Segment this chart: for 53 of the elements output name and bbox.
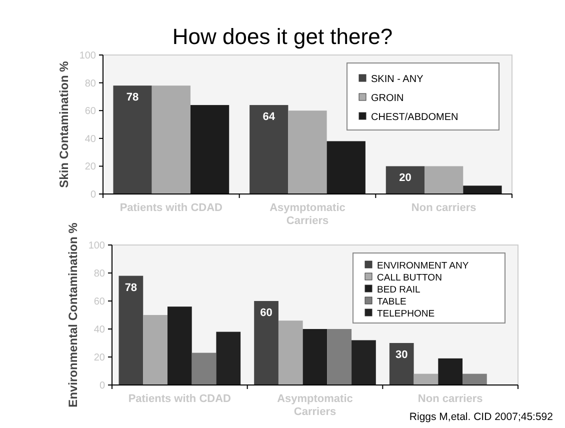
y-tick-label: 100 [88,240,106,252]
bar [113,86,152,194]
y-tick-label: 100 [79,50,96,62]
y-tick-label: 60 [94,296,106,308]
bar [327,329,352,385]
legend-label: TELEPHONE [377,308,435,320]
y-tick-label: 80 [84,78,96,90]
chart-title: How does it get there? [172,24,393,49]
y-axis-title: Skin Contamination % [57,60,71,188]
bar [190,105,230,194]
bar [143,315,168,385]
bar [167,306,192,385]
text: Riggs M,etal. CID 2007;45:592 [409,411,554,423]
data-label: 64 [262,111,276,124]
bar [424,166,464,194]
bar [192,352,216,385]
y-tick-label: 40 [84,134,96,145]
bar [463,186,502,194]
bar [462,374,487,385]
bar [254,301,278,385]
data-label: 30 [395,349,408,361]
y-tick-label: 0 [90,190,96,200]
bar [438,358,463,385]
bar [216,332,241,385]
data-label: 78 [126,92,139,104]
y-axis-title: Environmental Contamination % [66,222,80,408]
y-tick-label: 80 [94,268,106,280]
y-tick-label: 40 [94,324,106,336]
bar [152,86,190,194]
bar [386,166,425,194]
legend-label: CHEST/ABDOMEN [371,112,458,123]
data-label: 78 [124,282,138,294]
bar [302,329,328,385]
bar [250,105,288,194]
y-tick-label: 20 [94,352,106,364]
bar [118,276,144,385]
data-label: 60 [260,307,272,319]
bar [414,374,438,385]
y-tick-label: 20 [84,162,96,173]
bar [288,110,327,194]
y-tick-label: 60 [84,106,96,118]
bar [278,320,303,385]
data-label: 20 [399,172,412,184]
bar [326,141,366,194]
legend-label: CALL BUTTON [377,272,442,284]
bar [352,340,376,385]
legend-label: BED RAIL [377,284,420,296]
bar [389,343,414,385]
legend-label: ENVIRONMENT ANY [377,260,470,272]
legend-label: GROIN [371,93,404,104]
legend-label: SKIN - ANY [371,74,424,85]
legend-label: TABLE [377,296,406,308]
y-tick-label: 0 [99,380,106,392]
